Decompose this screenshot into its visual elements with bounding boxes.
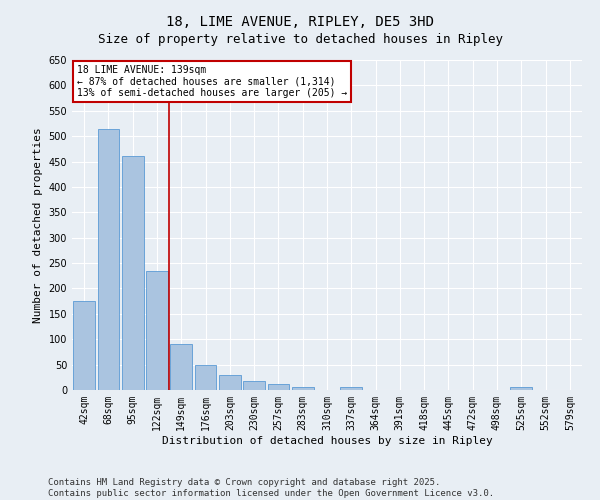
Text: Contains HM Land Registry data © Crown copyright and database right 2025.
Contai: Contains HM Land Registry data © Crown c… bbox=[48, 478, 494, 498]
Bar bbox=[73, 301, 95, 390]
Bar bbox=[97, 128, 119, 390]
Bar bbox=[511, 388, 532, 390]
Bar bbox=[340, 388, 362, 390]
Bar bbox=[194, 364, 217, 390]
Bar bbox=[268, 384, 289, 390]
Bar bbox=[243, 381, 265, 390]
Bar bbox=[170, 344, 192, 390]
Bar bbox=[219, 375, 241, 390]
Text: 18, LIME AVENUE, RIPLEY, DE5 3HD: 18, LIME AVENUE, RIPLEY, DE5 3HD bbox=[166, 15, 434, 29]
X-axis label: Distribution of detached houses by size in Ripley: Distribution of detached houses by size … bbox=[161, 436, 493, 446]
Y-axis label: Number of detached properties: Number of detached properties bbox=[33, 127, 43, 323]
Text: Size of property relative to detached houses in Ripley: Size of property relative to detached ho… bbox=[97, 32, 503, 46]
Bar bbox=[122, 156, 143, 390]
Text: 18 LIME AVENUE: 139sqm
← 87% of detached houses are smaller (1,314)
13% of semi-: 18 LIME AVENUE: 139sqm ← 87% of detached… bbox=[77, 65, 347, 98]
Bar bbox=[292, 388, 314, 390]
Bar bbox=[146, 270, 168, 390]
